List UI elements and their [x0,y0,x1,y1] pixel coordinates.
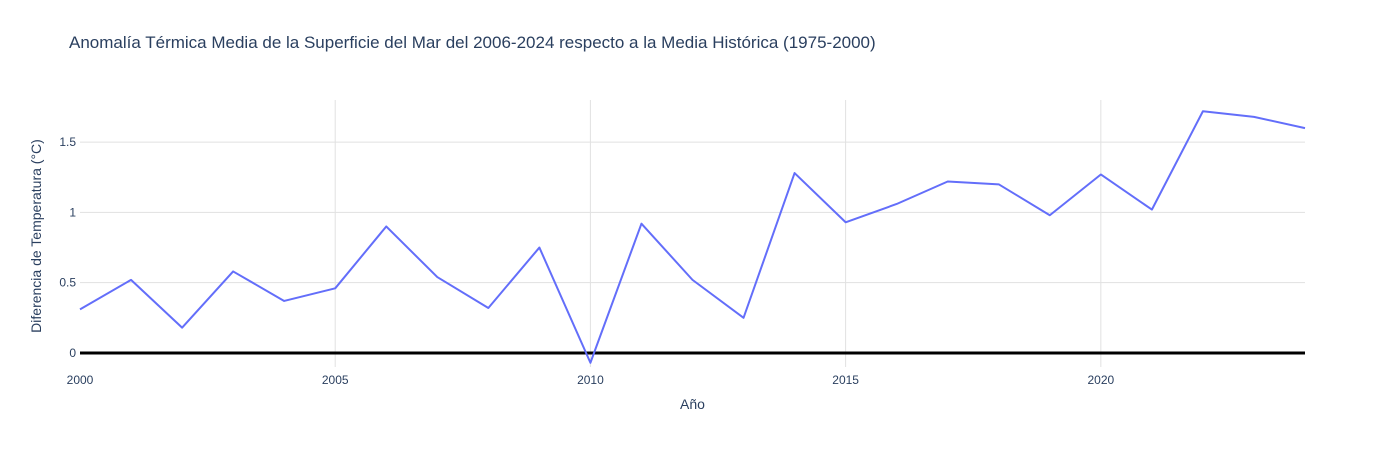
y-tick-label: 1 [69,205,76,219]
series-group [79,110,1306,364]
y-tick-label: 0.5 [59,276,76,290]
x-tick-label: 2020 [1087,373,1114,387]
chart-title: Anomalía Térmica Media de la Superficie … [69,33,876,52]
x-tick-label: 2010 [577,373,604,387]
y-tick-labels: 0 0.5 1 1.5 [59,135,76,360]
y-gridlines [80,141,1305,284]
x-tick-labels: 2000 2005 2010 2015 2020 [67,373,1115,387]
x-tick-label: 2005 [322,373,349,387]
y-axis-label: Diferencia de Temperatura (°C) [28,139,44,333]
x-tick-label: 2000 [67,373,94,387]
y-tick-label: 0 [69,346,76,360]
x-axis-label: Año [680,396,705,412]
series-line [79,110,1306,364]
x-gridlines [334,100,1102,367]
x-tick-label: 2015 [832,373,859,387]
y-tick-label: 1.5 [59,135,76,149]
